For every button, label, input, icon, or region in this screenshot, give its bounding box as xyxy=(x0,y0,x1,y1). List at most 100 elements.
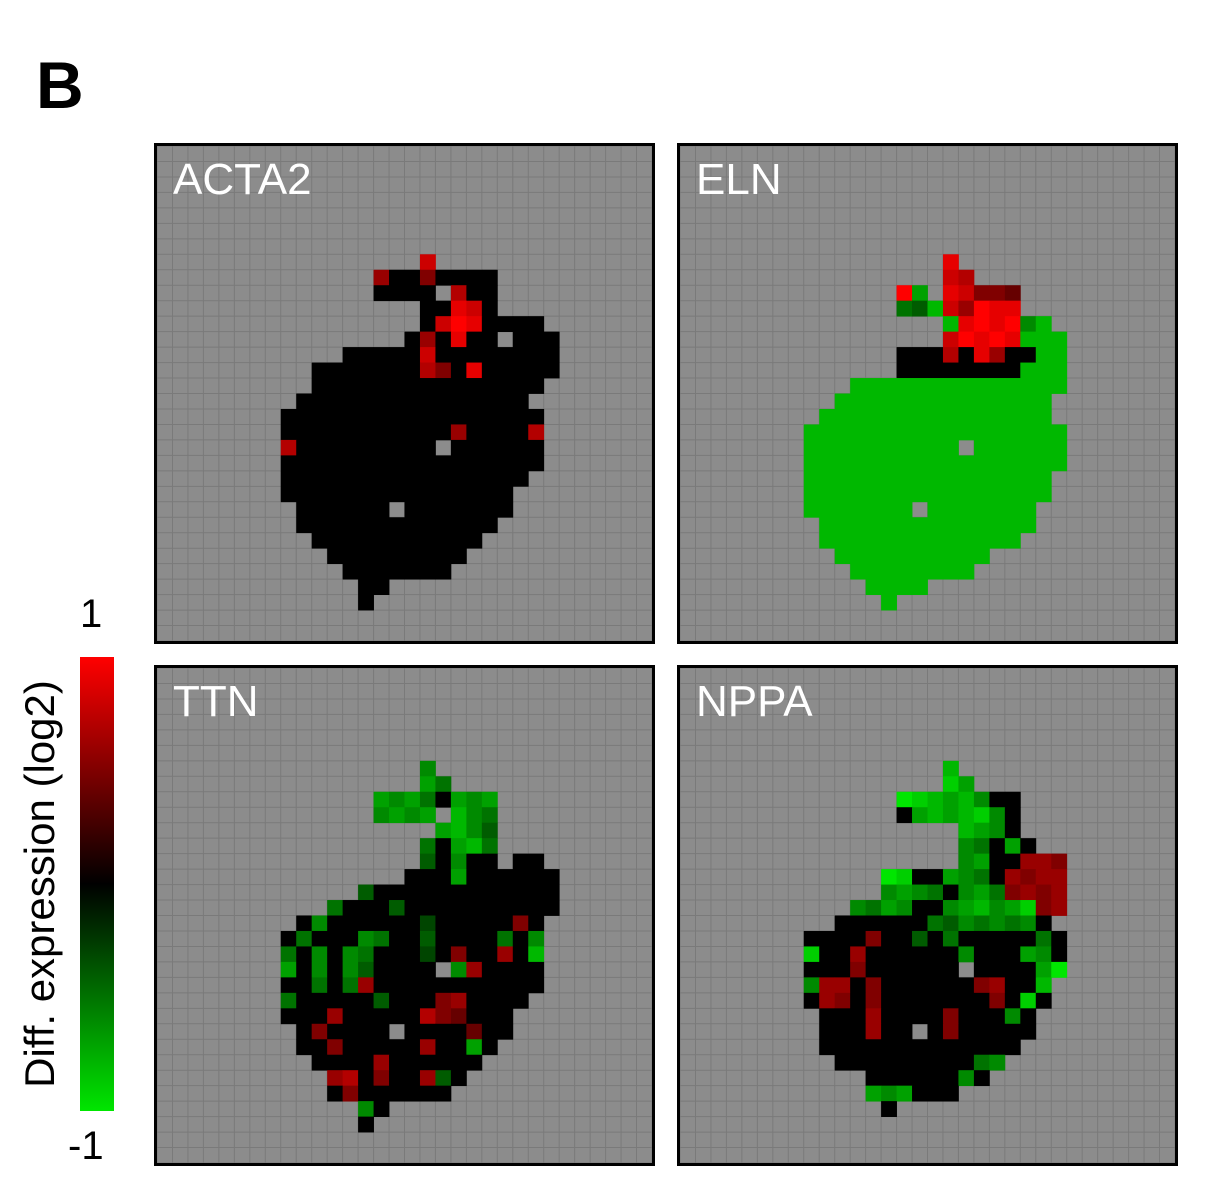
heatmap-cell-nppa xyxy=(928,977,944,993)
heatmap-cell-nppa xyxy=(989,807,1005,823)
heatmap-cell-eln xyxy=(943,533,959,549)
colorbar-title: Diff. expression (log2) xyxy=(16,680,64,1088)
heatmap-cell-ttn xyxy=(497,1008,513,1024)
heatmap-cell-eln xyxy=(958,409,974,425)
heatmap-cell-eln xyxy=(958,471,974,487)
heatmap-cell-ttn xyxy=(374,1024,390,1040)
heatmap-cell-ttn xyxy=(482,1008,498,1024)
heatmap-cell-eln xyxy=(881,471,897,487)
heatmap-cell-eln xyxy=(1020,486,1036,502)
heatmap-cell-ttn xyxy=(374,977,390,993)
heatmap-cell-acta2 xyxy=(374,533,390,549)
heatmap-cell-acta2 xyxy=(482,301,498,317)
heatmap-cell-eln xyxy=(928,548,944,564)
heatmap-cell-ttn xyxy=(281,946,297,962)
heatmap-cell-acta2 xyxy=(420,409,436,425)
heatmap-cell-eln xyxy=(1020,502,1036,518)
heatmap-cell-ttn xyxy=(358,1070,374,1086)
heatmap-cell-ttn xyxy=(358,885,374,901)
heatmap-cell-nppa xyxy=(989,916,1005,932)
heatmap-cell-acta2 xyxy=(513,316,529,332)
heatmap-cell-acta2 xyxy=(405,517,421,533)
heatmap-cell-nppa xyxy=(989,1039,1005,1055)
heatmap-cell-acta2 xyxy=(389,517,405,533)
heatmap-cell-ttn xyxy=(296,1024,312,1040)
heatmap-cell-ttn xyxy=(513,854,529,870)
heatmap-cell-eln xyxy=(819,409,835,425)
heatmap-cell-eln xyxy=(974,424,990,440)
heatmap-cell-eln xyxy=(912,424,928,440)
heatmap-cell-ttn xyxy=(405,1070,421,1086)
heatmap-cell-eln xyxy=(881,548,897,564)
heatmap-cell-ttn xyxy=(358,931,374,947)
heatmap-cell-nppa xyxy=(1036,946,1052,962)
heatmap-cell-eln xyxy=(850,517,866,533)
heatmap-cell-ttn xyxy=(513,916,529,932)
heatmap-cell-eln xyxy=(943,471,959,487)
heatmap-cell-nppa xyxy=(819,962,835,978)
heatmap-cell-acta2 xyxy=(374,394,390,410)
heatmap-cell-ttn xyxy=(420,1024,436,1040)
heatmap-cell-acta2 xyxy=(343,502,359,518)
heatmap-cell-eln xyxy=(1005,378,1021,394)
heatmap-cell-acta2 xyxy=(451,471,467,487)
heatmap-cell-eln xyxy=(866,440,882,456)
heatmap-cell-acta2 xyxy=(358,517,374,533)
heatmap-cell-nppa xyxy=(897,792,913,808)
heatmap-cell-eln xyxy=(819,486,835,502)
heatmap-cell-eln xyxy=(943,502,959,518)
heatmap-cell-eln xyxy=(1020,517,1036,533)
heatmap-cell-eln xyxy=(881,409,897,425)
heatmap-cell-ttn xyxy=(482,931,498,947)
heatmap-cell-acta2 xyxy=(405,533,421,549)
heatmap-cell-acta2 xyxy=(374,440,390,456)
heatmap-cell-ttn xyxy=(544,885,560,901)
heatmap-cell-eln xyxy=(989,394,1005,410)
heatmap-cell-eln xyxy=(974,394,990,410)
heatmap-cell-acta2 xyxy=(451,332,467,348)
heatmap-cell-eln xyxy=(866,409,882,425)
heatmap-cell-ttn xyxy=(420,931,436,947)
heatmap-cell-acta2 xyxy=(389,424,405,440)
heatmap-cell-ttn xyxy=(466,993,482,1009)
heatmap-cell-ttn xyxy=(435,1086,451,1102)
heatmap-cell-acta2 xyxy=(296,440,312,456)
heatmap-cell-nppa xyxy=(881,931,897,947)
heatmap-cell-nppa xyxy=(1005,1039,1021,1055)
heatmap-cell-ttn xyxy=(544,869,560,885)
heatmap-cell-nppa xyxy=(928,1024,944,1040)
heatmap-cell-eln xyxy=(835,471,851,487)
heatmap-cell-acta2 xyxy=(482,424,498,440)
heatmap-cell-acta2 xyxy=(405,440,421,456)
heatmap-cell-nppa xyxy=(943,807,959,823)
heatmap-cell-acta2 xyxy=(466,301,482,317)
heatmap-cell-ttn xyxy=(466,885,482,901)
heatmap-cell-nppa xyxy=(974,900,990,916)
heatmap-cell-eln xyxy=(1020,316,1036,332)
heatmap-cell-nppa xyxy=(881,1101,897,1117)
heatmap-cell-nppa xyxy=(835,1008,851,1024)
gene-label-acta2: ACTA2 xyxy=(173,156,312,204)
heatmap-cell-eln xyxy=(912,517,928,533)
heatmap-cell-nppa xyxy=(866,977,882,993)
heatmap-cell-acta2 xyxy=(482,347,498,363)
heatmap-cell-acta2 xyxy=(528,455,544,471)
heatmap-cell-eln xyxy=(881,533,897,549)
heatmap-cell-ttn xyxy=(343,916,359,932)
heatmap-cell-acta2 xyxy=(405,332,421,348)
heatmap-cell-nppa xyxy=(958,946,974,962)
heatmap-cell-nppa xyxy=(897,900,913,916)
heatmap-cell-ttn xyxy=(389,916,405,932)
heatmap-cell-nppa xyxy=(958,807,974,823)
heatmap-cell-acta2 xyxy=(420,285,436,301)
heatmap-cell-acta2 xyxy=(389,440,405,456)
heatmap-cell-ttn xyxy=(466,977,482,993)
heatmap-cell-nppa xyxy=(912,869,928,885)
heatmap-cell-acta2 xyxy=(296,517,312,533)
heatmap-cell-eln xyxy=(943,548,959,564)
heatmap-cell-eln xyxy=(835,440,851,456)
heatmap-cell-nppa xyxy=(912,807,928,823)
heatmap-cell-eln xyxy=(850,533,866,549)
heatmap-cell-eln xyxy=(835,533,851,549)
heatmap-cell-eln xyxy=(958,455,974,471)
